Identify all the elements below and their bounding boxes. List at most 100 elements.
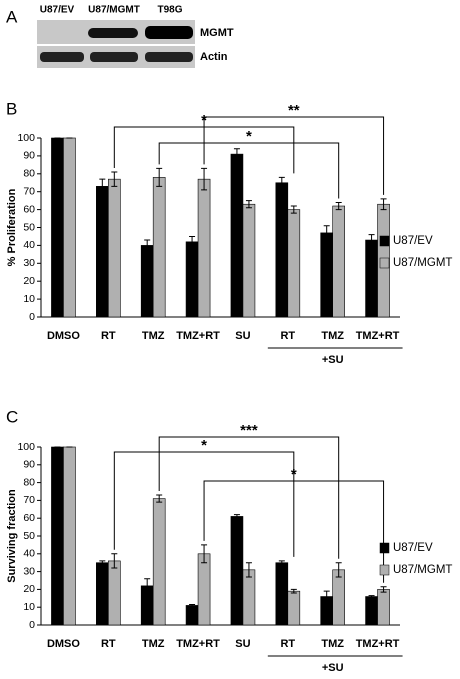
legend-label: U87/EV [393,542,433,554]
legend-label: U87/MGMT [393,564,452,576]
x-tick-label: TMZ [142,330,165,342]
y-tick-label: 10 [23,293,35,305]
bar [332,569,345,626]
bar [152,498,166,626]
error-bar [99,178,106,194]
significance-label: *** [240,422,258,439]
lane-label: T98G [157,5,182,16]
bar [140,245,154,318]
error-bar [99,560,106,565]
legend-label: U87/EV [393,235,433,247]
significance-bracket [158,142,340,199]
x-tick-label: TMZ [321,330,344,342]
error-bar [201,167,208,191]
bar [242,203,256,318]
x-tick-label: RT [101,330,116,342]
bar [63,446,76,626]
error-bar [368,595,375,598]
bar [275,182,289,318]
y-tick-label: 20 [23,583,35,595]
bar [230,516,244,626]
significance-label: ** [288,102,300,119]
significance-label: * [246,128,252,145]
y-axis-label: Surviving fraction [6,489,18,583]
significance-label: * [291,466,297,483]
bar [197,553,211,626]
error-bar [380,198,387,211]
error-bar [189,235,196,248]
y-axis-label: % Proliferation [6,188,18,266]
error-bar [335,201,342,211]
blot-band [90,52,138,62]
y-tick-label: 40 [23,548,35,560]
error-bar [233,148,240,160]
y-tick-label: 0 [29,311,35,323]
bar [96,562,109,626]
blot-band [145,52,193,62]
bar [108,178,121,318]
x-tick-label: TMZ [142,638,165,650]
legend-swatch [379,257,390,269]
bar [96,186,109,318]
bar [63,137,76,318]
y-tick-label: 60 [23,512,35,524]
bar [287,209,301,318]
x-tick-label: TMZ [321,638,344,650]
legend-swatch [379,542,390,554]
bar [365,239,378,318]
blot-band [40,52,84,62]
band-label: Actin [200,51,228,63]
x-tick-label: SU [235,638,250,650]
bar [51,137,64,318]
bar [230,153,244,318]
x-tick-label: TMZ+RT [176,638,220,650]
significance-bracket [203,480,385,583]
x-tick-label: TMZ+RT [176,330,220,342]
legend-swatch [379,235,390,247]
x-tick-label: RT [101,638,116,650]
error-bar [156,167,163,187]
y-tick-label: 100 [17,132,35,144]
y-tick-label: 40 [23,239,35,251]
x-tick-label: DMSO [47,330,80,342]
bar [242,569,256,626]
y-tick-label: 20 [23,275,35,287]
y-tick-label: 90 [23,459,35,471]
error-bar [278,560,285,565]
error-bar [189,604,196,607]
x-tick-label: TMZ+RT [356,638,400,650]
blot-band [145,26,193,39]
x-tick-label: SU [235,330,250,342]
error-bar [278,176,285,189]
significance-bracket [203,116,385,195]
error-bar [201,544,208,564]
panel-label: A [6,7,18,26]
bar [275,562,289,626]
y-tick-label: 100 [17,441,35,453]
panel-label: C [6,407,18,426]
y-tick-label: 90 [23,150,35,162]
y-tick-label: 30 [23,565,35,577]
error-bar [144,239,151,252]
bar [108,560,121,626]
group-label: +SU [322,354,344,366]
significance-bracket [158,436,340,559]
y-tick-label: 70 [23,494,35,506]
x-tick-label: TMZ+RT [356,330,400,342]
y-tick-label: 30 [23,257,35,269]
band-label: MGMT [200,27,234,39]
error-bar [335,562,342,578]
significance-label: * [201,437,207,454]
panel-label: B [6,99,17,118]
bar [287,590,301,626]
bar [185,605,199,626]
legend-label: U87/MGMT [393,257,452,269]
blot-band [88,28,138,38]
error-bar [233,514,240,519]
y-tick-label: 50 [23,530,35,542]
bar [152,177,166,318]
error-bar [144,578,151,594]
error-bar [245,200,252,209]
x-tick-label: RT [280,330,295,342]
